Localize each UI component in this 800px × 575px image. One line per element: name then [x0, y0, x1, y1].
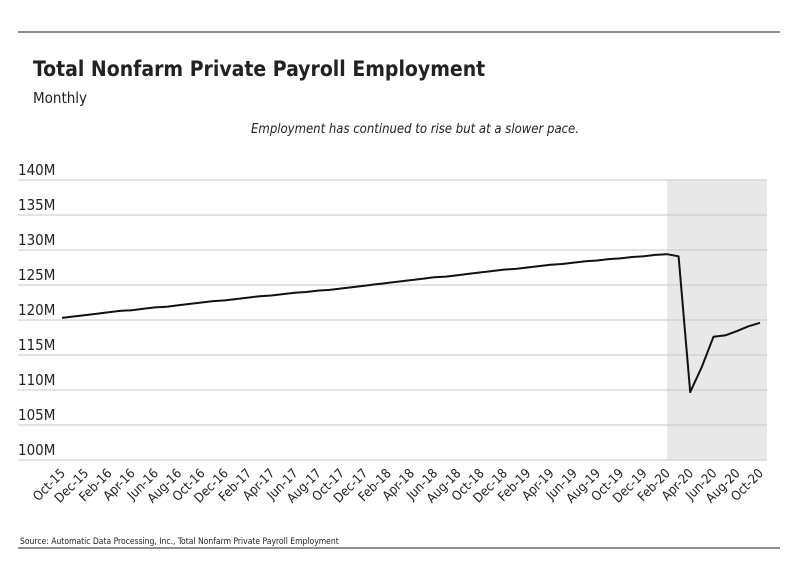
y-tick-label: 135M — [18, 196, 55, 214]
data-line — [61, 253, 761, 394]
y-tick-label: 105M — [18, 406, 55, 424]
y-tick-label: 110M — [18, 371, 55, 389]
plot: 100M105M110M115M120M125M130M135M140MOct-… — [18, 161, 767, 506]
y-tick-label: 120M — [18, 301, 55, 319]
y-tick-label: 140M — [18, 161, 55, 179]
chart-title: Total Nonfarm Private Payroll Employment — [33, 57, 485, 81]
chart-subtitle: Monthly — [33, 89, 87, 107]
y-tick-label: 100M — [18, 441, 55, 459]
y-tick-label: 130M — [18, 231, 55, 249]
source: Source: Automatic Data Processing, Inc.,… — [20, 537, 339, 547]
y-tick-label: 125M — [18, 266, 55, 284]
y-tick-label: 115M — [18, 336, 55, 354]
annotation: Employment has continued to rise but at … — [251, 122, 579, 137]
